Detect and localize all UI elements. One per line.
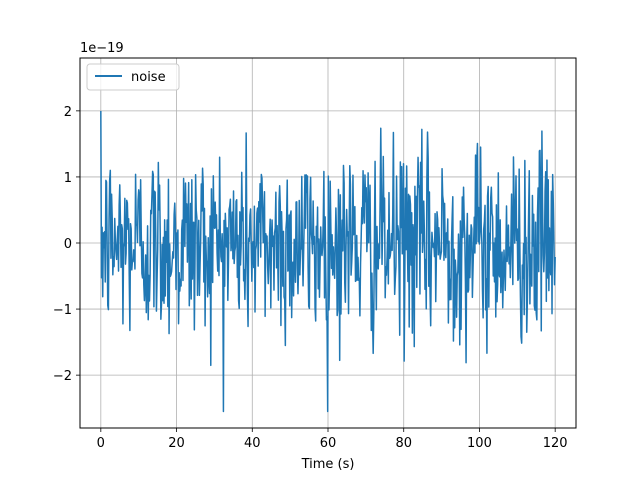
data-layer — [100, 110, 556, 413]
y-tick-label: 2 — [64, 105, 72, 120]
series-line-noise — [100, 110, 556, 413]
x-tick-label: 40 — [244, 436, 261, 451]
y-tick-label: −1 — [53, 303, 72, 318]
x-tick-label: 80 — [395, 436, 412, 451]
legend: noise — [86, 63, 180, 91]
x-tick-label: 100 — [467, 436, 492, 451]
x-tick-label: 60 — [320, 436, 337, 451]
y-tick-label: 1 — [64, 171, 72, 186]
x-axis-ticks: 0 20 40 60 80 100 120 — [97, 428, 568, 451]
legend-label-noise: noise — [131, 70, 166, 85]
y-tick-label: −2 — [53, 369, 72, 384]
x-tick-label: 120 — [543, 436, 568, 451]
y-offset-text: 1e−19 — [80, 41, 124, 56]
legend-box — [86, 63, 180, 91]
x-tick-label: 20 — [168, 436, 185, 451]
y-axis-ticks: −2 −1 0 1 2 — [53, 105, 80, 384]
x-axis-label: Time (s) — [301, 457, 355, 472]
x-tick-label: 0 — [97, 436, 105, 451]
y-tick-label: 0 — [64, 237, 72, 252]
